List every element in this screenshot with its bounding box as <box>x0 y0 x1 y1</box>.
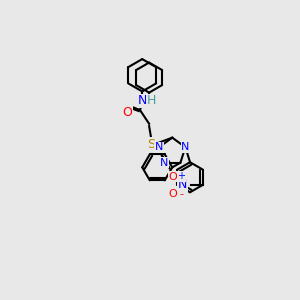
Text: O: O <box>122 106 132 119</box>
Text: N: N <box>181 142 190 152</box>
Text: N: N <box>137 94 147 107</box>
Text: +: + <box>177 171 185 181</box>
Text: N: N <box>155 142 163 152</box>
Text: N: N <box>160 158 168 168</box>
Text: -: - <box>179 189 183 199</box>
Text: S: S <box>147 138 155 151</box>
Text: O: O <box>169 189 177 199</box>
Text: N: N <box>178 178 187 191</box>
Text: H: H <box>147 94 156 107</box>
Text: O: O <box>169 172 177 182</box>
